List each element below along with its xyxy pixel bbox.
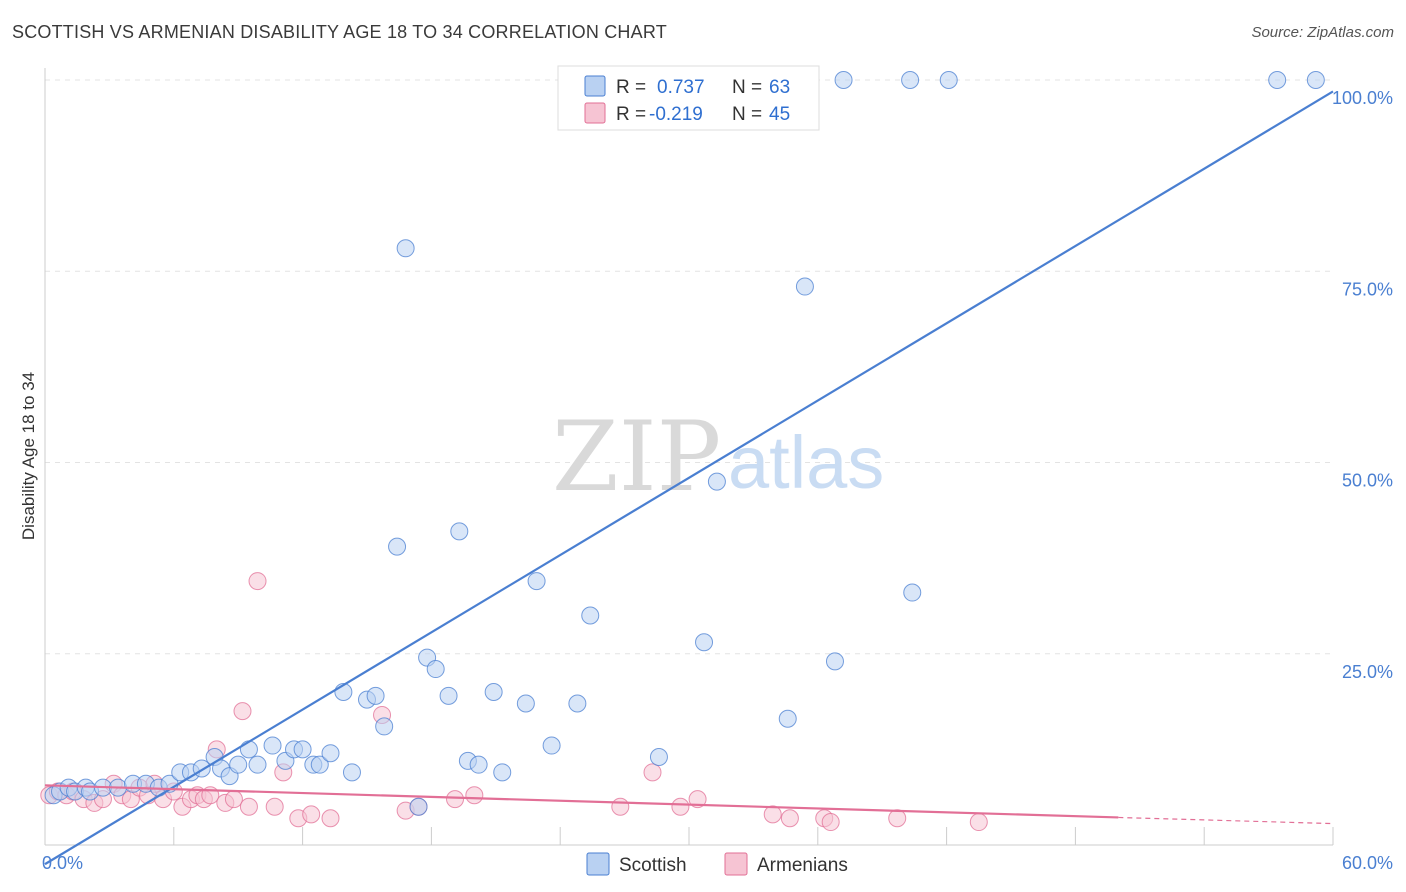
scottish-point — [901, 71, 920, 89]
scottish-point — [248, 755, 267, 774]
scottish-point — [409, 797, 428, 816]
source-label: Source: ZipAtlas.com — [1251, 24, 1394, 41]
armenians-trend-extension — [1118, 816, 1334, 825]
scottish-point — [939, 71, 958, 89]
bottom-legend-armenians: Armenians — [757, 855, 848, 876]
y-tick-label: 100.0% — [1332, 88, 1393, 108]
scottish-point — [388, 537, 407, 556]
scottish-point — [375, 717, 394, 736]
scottish-point — [493, 763, 512, 782]
y-axis-title: Disability Age 18 to 34 — [19, 372, 38, 540]
scottish-point — [469, 755, 488, 774]
scottish-point — [527, 572, 546, 591]
scottish-point — [439, 686, 458, 705]
watermark-atlas: atlas — [728, 421, 884, 504]
scottish-point — [293, 740, 312, 759]
scottish-point — [795, 277, 814, 296]
correlation-legend: R = 0.737 N = 63 R = -0.219 N = 45 — [557, 65, 820, 131]
armenians-point — [233, 702, 252, 721]
scottish-point — [396, 239, 415, 258]
armenians-point — [446, 790, 465, 809]
armenians-points — [40, 572, 988, 832]
scottish-point — [263, 736, 282, 755]
armenians-point — [611, 797, 630, 816]
armenians-point — [888, 809, 907, 828]
y-tick-label: 25.0% — [1342, 662, 1393, 682]
scottish-point — [484, 683, 503, 701]
armenians-point — [671, 797, 690, 816]
armenians-point — [643, 763, 662, 782]
armenians-point — [248, 572, 267, 591]
x-tick-labels: 0.0% 60.0% — [42, 853, 1393, 873]
scottish-point — [342, 763, 361, 782]
y-tick-label: 75.0% — [1342, 279, 1393, 299]
armenians-point — [302, 805, 321, 824]
armenians-point — [239, 797, 258, 816]
scottish-point — [542, 736, 561, 755]
legend-swatch-armenians — [584, 102, 606, 124]
scottish-point — [1306, 71, 1325, 89]
scottish-trend-line — [44, 90, 1334, 866]
armenians-point — [465, 786, 484, 805]
scottish-point — [825, 652, 844, 671]
trend-lines — [44, 90, 1334, 866]
bottom-legend-scottish: Scottish — [619, 855, 687, 876]
y-tick-label: 50.0% — [1342, 471, 1393, 491]
scottish-point — [568, 694, 587, 713]
legend-n-value-scottish: 63 — [769, 77, 790, 98]
scottish-point — [778, 709, 797, 728]
armenians-point — [763, 805, 782, 824]
armenians-point — [969, 813, 988, 832]
scottish-point — [310, 755, 329, 774]
armenians-point — [265, 797, 284, 816]
legend-r-value-scottish: 0.737 — [657, 77, 705, 98]
bottom-swatch-armenians — [724, 852, 748, 876]
scottish-point — [649, 748, 668, 767]
chart-title: SCOTTISH VS ARMENIAN DISABILITY AGE 18 T… — [12, 22, 667, 42]
scottish-point — [516, 694, 535, 713]
scottish-point — [239, 740, 258, 759]
scottish-point — [229, 755, 248, 774]
legend-r-label-scottish: R = — [616, 77, 646, 98]
legend-swatch-scottish — [584, 75, 606, 97]
scottish-point — [1268, 71, 1287, 89]
y-tick-labels: 25.0% 50.0% 75.0% 100.0% — [1332, 88, 1393, 682]
armenians-point — [321, 809, 340, 828]
scottish-point — [366, 686, 385, 705]
x-tick-label: 0.0% — [42, 853, 83, 873]
armenians-point — [688, 790, 707, 809]
armenians-trend-line — [44, 784, 1119, 819]
x-tick-label: 60.0% — [1342, 853, 1393, 873]
legend-n-label-scottish: N = — [732, 77, 762, 98]
scottish-point — [321, 744, 340, 763]
armenians-point — [224, 790, 243, 809]
gridlines — [45, 79, 1333, 655]
armenians-point — [821, 813, 840, 832]
legend-r-value-armenians: -0.219 — [649, 104, 703, 125]
scottish-point — [695, 633, 714, 652]
armenians-point — [780, 809, 799, 828]
scottish-point — [426, 660, 445, 679]
scottish-point — [450, 522, 469, 541]
scottish-point — [903, 583, 922, 602]
legend-r-label-armenians: R = — [616, 104, 646, 125]
scottish-point — [834, 71, 853, 89]
series-legend: Scottish Armenians — [586, 852, 848, 876]
x-axis-ticks — [173, 827, 1334, 845]
scottish-point — [707, 472, 726, 491]
legend-n-value-armenians: 45 — [769, 104, 790, 125]
bottom-swatch-scottish — [586, 852, 610, 876]
watermark-zip: ZIP — [552, 401, 721, 513]
scottish-point — [581, 606, 600, 625]
legend-n-label-armenians: N = — [732, 104, 762, 125]
